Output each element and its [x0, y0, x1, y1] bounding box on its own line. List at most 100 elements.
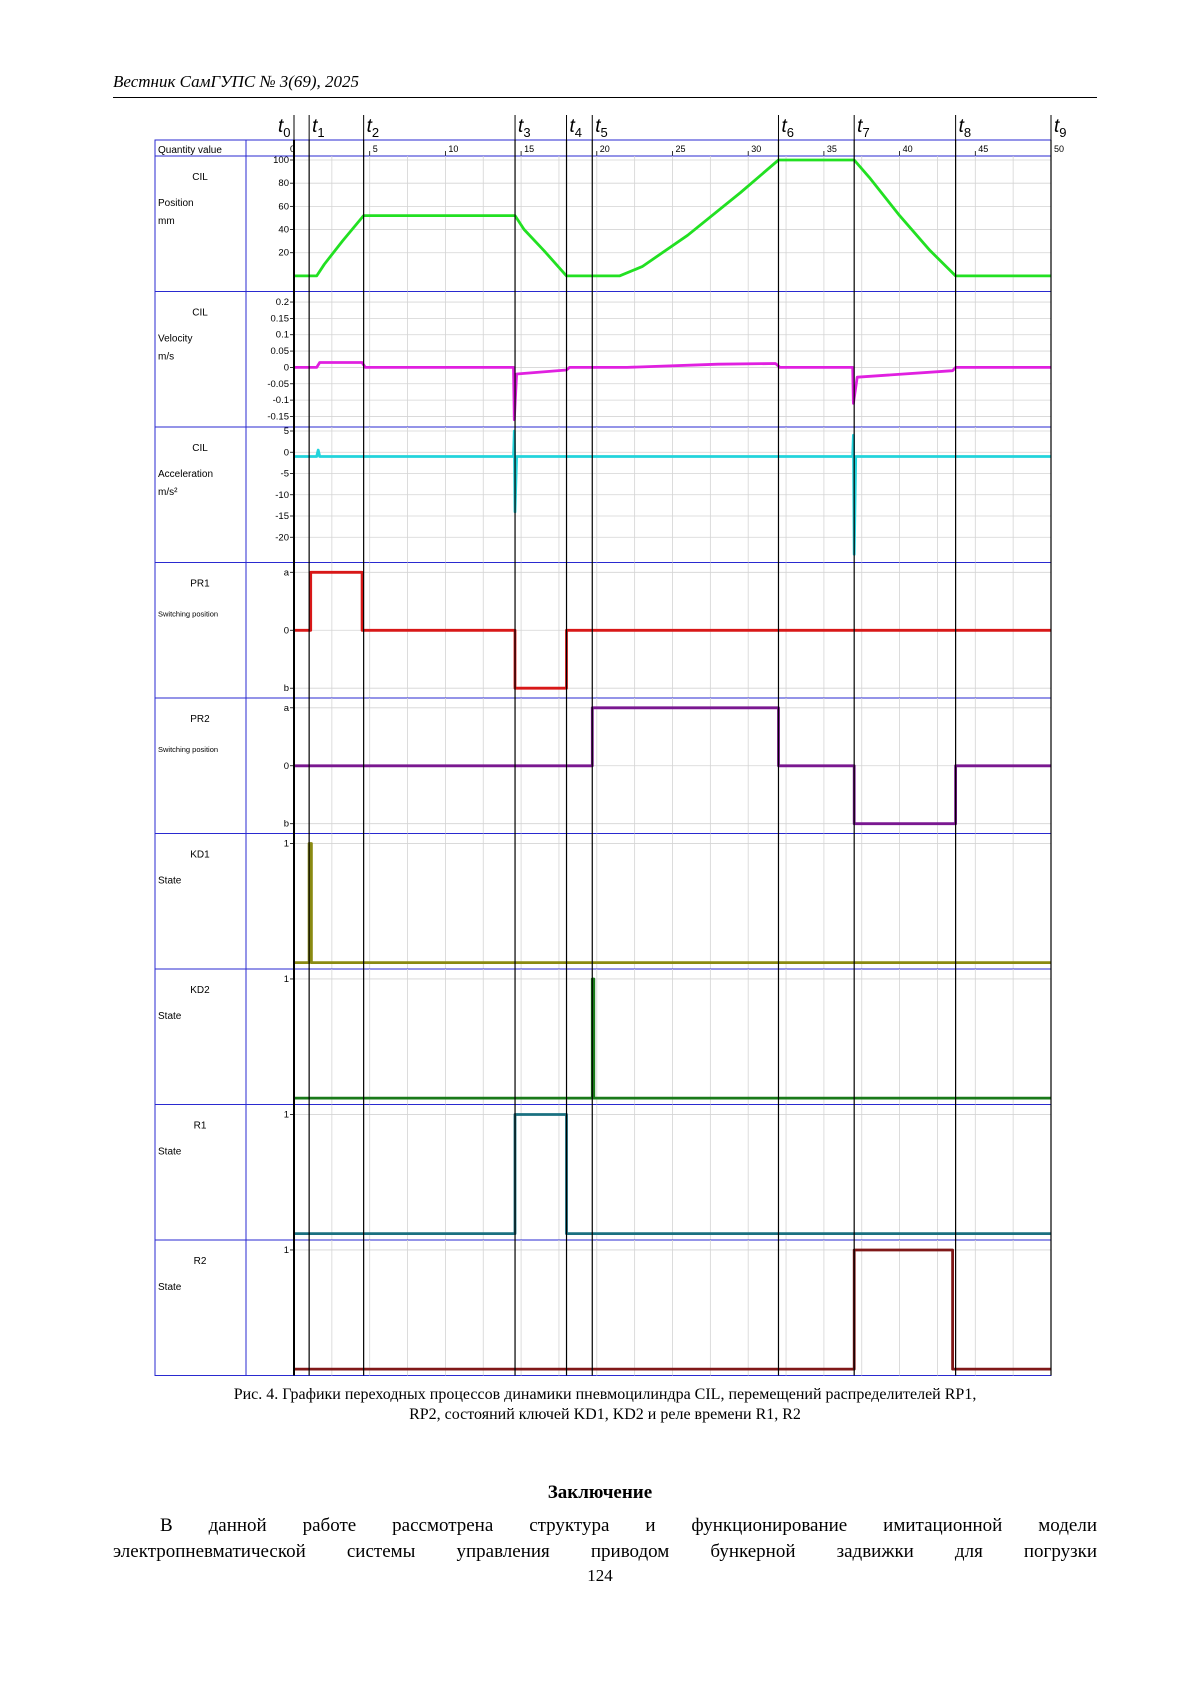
- panel-frame: [154, 968, 1052, 1105]
- y-tick-label: -0.15: [267, 411, 289, 422]
- time-marker-label: t7: [857, 116, 870, 140]
- y-tick-label: b: [284, 683, 289, 694]
- time-marker-label: t3: [518, 116, 531, 140]
- section-title: Заключение: [547, 1482, 653, 1503]
- panel-name: R1: [194, 1121, 207, 1132]
- time-marker-label: t8: [959, 116, 972, 140]
- time-marker-label: t2: [367, 116, 380, 140]
- y-tick-label: 0: [284, 625, 289, 636]
- y-tick-label: b: [284, 819, 289, 830]
- panel-kd1: 1 KD1 State: [154, 833, 1052, 970]
- y-tick-label: 0: [284, 362, 289, 373]
- time-marker-label: t6: [781, 116, 794, 140]
- y-tick-label: 0.05: [271, 346, 290, 357]
- x-tick-label: 10: [448, 144, 458, 154]
- panel-r1: 1 R1 State: [154, 1104, 1052, 1241]
- panel-name: CIL: [192, 443, 208, 454]
- series-line-cil-velocity: [294, 361, 1051, 422]
- panel-quantity: Velocity: [158, 334, 192, 345]
- y-tick-label: 20: [278, 248, 289, 259]
- panel-name: R2: [194, 1256, 207, 1267]
- time-marker-label: t4: [570, 116, 583, 140]
- panel-unit: mm: [158, 216, 175, 227]
- panel-name: PR1: [190, 579, 210, 590]
- x-tick-label: 35: [827, 144, 837, 154]
- y-tick-label: a: [284, 703, 290, 714]
- panel-name: CIL: [192, 172, 208, 183]
- x-tick-label: 45: [978, 144, 988, 154]
- figure-caption: Рис. 4. Графики переходных процессов дин…: [113, 1385, 1097, 1425]
- y-tick-label: 1: [284, 1109, 289, 1120]
- x-tick-label: 40: [903, 144, 913, 154]
- y-tick-label: 60: [278, 201, 289, 212]
- panel-name: KD1: [190, 850, 210, 861]
- panel-frame: [154, 1239, 1052, 1376]
- y-tick-label: 5: [284, 426, 289, 437]
- y-tick-label: 40: [278, 225, 289, 236]
- page-number: 124: [587, 1566, 613, 1585]
- panel-cil-acceleration: 5 0 -5 -10 -15 -20 CIL Acceleration m/s²: [154, 426, 1052, 563]
- y-tick-label: -20: [275, 532, 289, 543]
- panel-quantity: State: [158, 1282, 182, 1293]
- panel-frame: [154, 155, 1052, 292]
- paragraph-line-2: электропневматической системы управления…: [113, 1541, 1097, 1562]
- y-tick-label: 0.2: [276, 297, 289, 308]
- series-line-kd1: [294, 842, 1051, 964]
- x-tick-label: 50: [1054, 144, 1064, 154]
- panel-pr2: a 0 b PR2 Switching position: [154, 697, 1052, 834]
- panel-unit: m/s: [158, 352, 174, 363]
- y-tick-label: 0.15: [271, 313, 290, 324]
- panel-cil-velocity: 0.2 0.15 0.1 0.05 0 -0.05 -0.1 -0.15 CIL Velocity…: [154, 291, 1052, 428]
- axis-header-label: Quantity value: [158, 145, 222, 156]
- x-tick-label: 0: [290, 144, 295, 154]
- panel-quantity: Switching position: [158, 610, 218, 619]
- panel-name: PR2: [190, 714, 210, 725]
- y-tick-label: 1: [284, 974, 289, 985]
- y-tick-label: -5: [281, 469, 289, 480]
- x-tick-label: 25: [676, 144, 686, 154]
- x-tick-label: 15: [524, 144, 534, 154]
- y-tick-label: 100: [273, 155, 289, 166]
- time-marker-label: t9: [1054, 116, 1067, 140]
- paragraph-line-1: В данной работе рассмотрена структура и …: [160, 1515, 1097, 1536]
- header-rule: [113, 97, 1097, 98]
- panel-frame: [154, 1104, 1052, 1241]
- panel-name: CIL: [192, 308, 208, 319]
- y-tick-label: -0.05: [267, 379, 289, 390]
- panel-quantity: State: [158, 1147, 182, 1158]
- y-tick-label: -0.1: [273, 395, 289, 406]
- panel-unit: m/s²: [158, 487, 178, 498]
- y-tick-label: -10: [275, 490, 289, 501]
- figure-caption-line-1: Рис. 4. Графики переходных процессов дин…: [233, 1386, 977, 1403]
- y-tick-label: -15: [275, 511, 289, 522]
- y-tick-label: 0.1: [276, 330, 289, 341]
- panel-quantity: Acceleration: [158, 469, 213, 480]
- series-line-cil-position: [294, 158, 1051, 278]
- journal-header: Вестник СамГУПС № 3(69), 2025: [113, 72, 360, 91]
- x-tick-label: 5: [373, 144, 378, 154]
- y-tick-label: 80: [278, 178, 289, 189]
- panel-quantity: Position: [158, 198, 194, 209]
- panel-quantity: Switching position: [158, 745, 218, 754]
- x-tick-label: 20: [600, 144, 610, 154]
- panel-pr1: a 0 b PR1 Switching position: [154, 562, 1052, 699]
- y-tick-label: 1: [284, 1245, 289, 1256]
- y-tick-label: 0: [284, 761, 289, 772]
- panel-quantity: State: [158, 1011, 182, 1022]
- panel-r2: 1 R2 State: [154, 1239, 1052, 1376]
- y-tick-label: 0: [284, 447, 289, 458]
- panel-frame: [154, 833, 1052, 970]
- panel-name: KD2: [190, 985, 210, 996]
- y-tick-label: 1: [284, 838, 289, 849]
- time-marker-label: t1: [312, 116, 325, 140]
- panel-quantity: State: [158, 876, 182, 887]
- panel-frame: [154, 291, 1052, 428]
- time-marker-label: t0: [278, 116, 291, 140]
- panel-kd2: 1 KD2 State: [154, 968, 1052, 1105]
- series-line-r2: [294, 1248, 1051, 1371]
- time-marker-label: t5: [595, 116, 608, 140]
- y-tick-label: a: [284, 567, 290, 578]
- series-line-kd2: [294, 977, 1051, 1100]
- panel-cil-position: 100 80 60 40 20 CIL Position mm: [154, 155, 1052, 292]
